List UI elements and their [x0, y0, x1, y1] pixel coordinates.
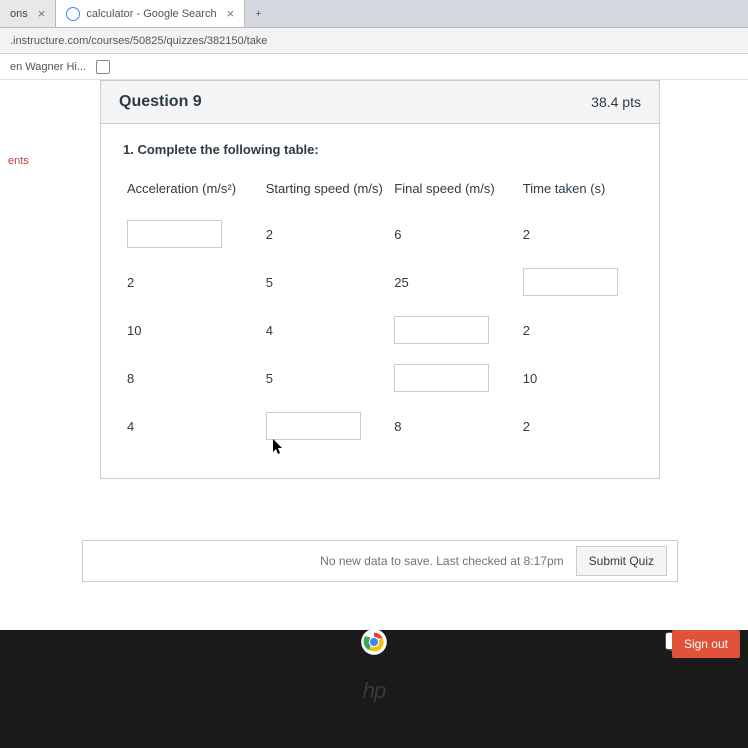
cell-value: 4	[123, 402, 262, 450]
close-icon[interactable]: ×	[38, 6, 46, 21]
browser-tab-bar: ons × calculator - Google Search × +	[0, 0, 748, 28]
google-icon	[66, 7, 80, 21]
cell-value: 25	[390, 258, 519, 306]
bookmark-bar: en Wagner Hi...	[0, 54, 748, 80]
table-header-row: Acceleration (m/s²) Starting speed (m/s)…	[123, 175, 637, 210]
col-header-starting-speed: Starting speed (m/s)	[262, 175, 391, 210]
table-row: 4 8 2	[123, 402, 637, 450]
address-bar[interactable]: .instructure.com/courses/50825/quizzes/3…	[0, 28, 748, 54]
answer-input[interactable]	[394, 364, 489, 392]
bookmark-link[interactable]: en Wagner Hi...	[10, 61, 86, 73]
question-header: Question 9 38.4 pts	[101, 81, 659, 124]
cell-value: 5	[262, 354, 391, 402]
cell-value: 5	[262, 258, 391, 306]
cell-value: 6	[390, 210, 519, 258]
save-status-text: No new data to save. Last checked at 8:1…	[320, 554, 563, 568]
tab-label: ons	[10, 8, 28, 20]
answer-input[interactable]	[394, 316, 489, 344]
cell-value: 8	[390, 402, 519, 450]
tab-label: calculator - Google Search	[86, 8, 216, 20]
table-row: 2 6 2	[123, 210, 637, 258]
page-content: ents Question 9 38.4 pts 1. Complete the…	[0, 80, 748, 630]
col-header-acceleration: Acceleration (m/s²)	[123, 175, 262, 210]
question-card: Question 9 38.4 pts 1. Complete the foll…	[100, 80, 660, 479]
table-row: 10 4 2	[123, 306, 637, 354]
laptop-brand-label: hp	[363, 678, 385, 704]
cell-value: 2	[519, 306, 637, 354]
cell-value: 10	[519, 354, 637, 402]
question-body: 1. Complete the following table: Acceler…	[101, 124, 659, 478]
question-instruction: 1. Complete the following table:	[123, 142, 637, 157]
url-text: .instructure.com/courses/50825/quizzes/3…	[10, 35, 267, 47]
submit-quiz-button[interactable]: Submit Quiz	[576, 546, 667, 576]
data-table: Acceleration (m/s²) Starting speed (m/s)…	[123, 175, 637, 450]
bookmark-icon[interactable]	[96, 60, 110, 74]
cell-value: 2	[519, 402, 637, 450]
answer-input[interactable]	[523, 268, 618, 296]
col-header-time-taken: Time taken (s)	[519, 175, 637, 210]
browser-tab-active[interactable]: calculator - Google Search ×	[56, 0, 245, 27]
quiz-sidebar: ents	[0, 80, 60, 167]
chrome-icon[interactable]	[360, 628, 388, 656]
new-tab-button[interactable]: +	[245, 8, 271, 20]
answer-input[interactable]	[266, 412, 361, 440]
cell-value: 2	[262, 210, 391, 258]
question-points: 38.4 pts	[591, 94, 641, 110]
cell-value: 10	[123, 306, 262, 354]
question-title: Question 9	[119, 93, 202, 111]
save-status-bar: No new data to save. Last checked at 8:1…	[82, 540, 678, 582]
browser-tab-inactive[interactable]: ons ×	[0, 0, 56, 27]
cell-value: 2	[123, 258, 262, 306]
cursor-icon	[273, 439, 285, 458]
sidebar-link[interactable]: ents	[8, 155, 29, 167]
sign-out-button[interactable]: Sign out	[672, 630, 740, 658]
cell-value: 4	[262, 306, 391, 354]
col-header-final-speed: Final speed (m/s)	[390, 175, 519, 210]
table-row: 8 5 10	[123, 354, 637, 402]
cell-value: 2	[519, 210, 637, 258]
answer-input[interactable]	[127, 220, 222, 248]
cell-value: 8	[123, 354, 262, 402]
table-row: 2 5 25	[123, 258, 637, 306]
screen: ons × calculator - Google Search × + .in…	[0, 0, 748, 630]
close-icon[interactable]: ×	[227, 6, 235, 21]
